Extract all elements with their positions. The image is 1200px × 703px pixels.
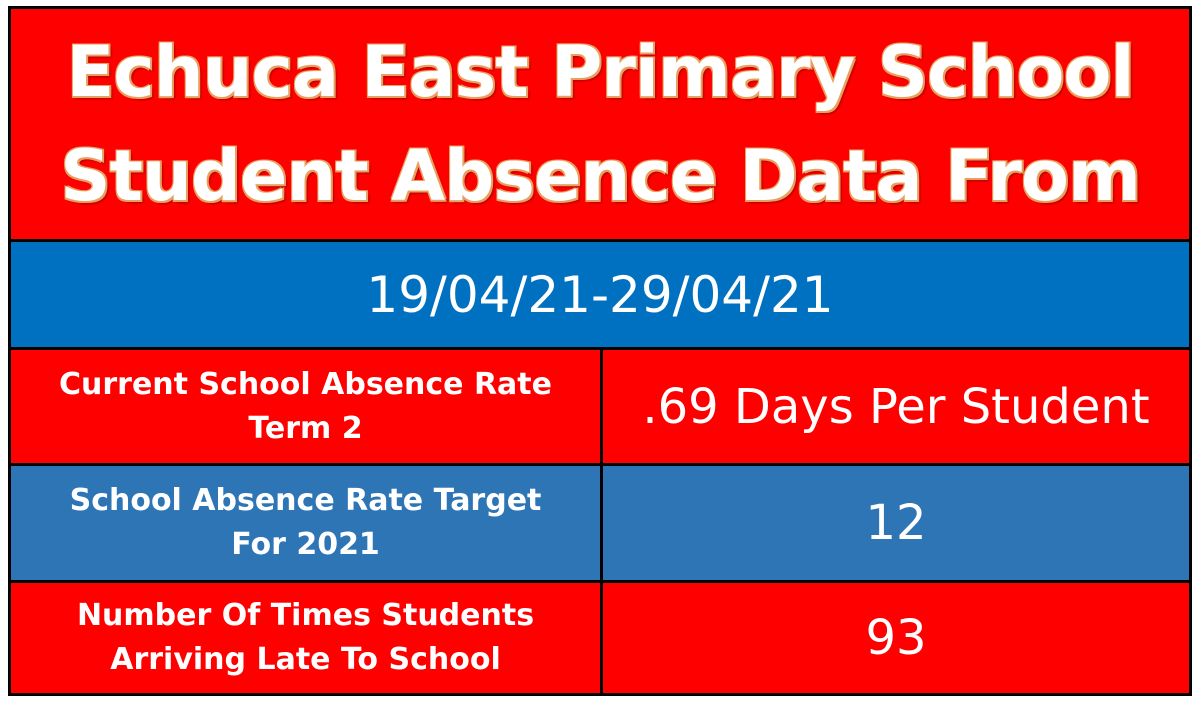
absence-data-sheet: Echuca East Primary School Student Absen… [8,6,1192,696]
row-absence-rate-target: School Absence Rate Target For 2021 12 [11,466,1189,583]
title-line-2: Student Absence Data From [60,135,1141,217]
title-line-1: Echuca East Primary School [66,31,1134,113]
row-value: 12 [865,495,927,551]
row-label: Number Of Times Students Arriving Late T… [11,583,603,693]
row-label-line-1: Current School Absence Rate [58,366,552,402]
date-range: 19/04/21-29/04/21 [366,265,834,324]
title-block: Echuca East Primary School Student Absen… [11,9,1189,242]
row-value: .69 Days Per Student [642,378,1150,435]
row-label-line-1: School Absence Rate Target [69,483,542,518]
row-late-arrivals: Number Of Times Students Arriving Late T… [11,583,1189,693]
row-label-line-1: Number Of Times Students [76,598,535,633]
date-range-block: 19/04/21-29/04/21 [11,242,1189,350]
row-value: 93 [865,610,927,666]
row-label: Current School Absence Rate Term 2 [11,350,603,463]
row-label-line-2: For 2021 [231,527,380,562]
row-label-line-2: Term 2 [248,410,363,446]
row-current-absence-rate: Current School Absence Rate Term 2 .69 D… [11,350,1189,466]
row-label: School Absence Rate Target For 2021 [11,466,603,580]
row-label-line-2: Arriving Late To School [110,642,501,677]
